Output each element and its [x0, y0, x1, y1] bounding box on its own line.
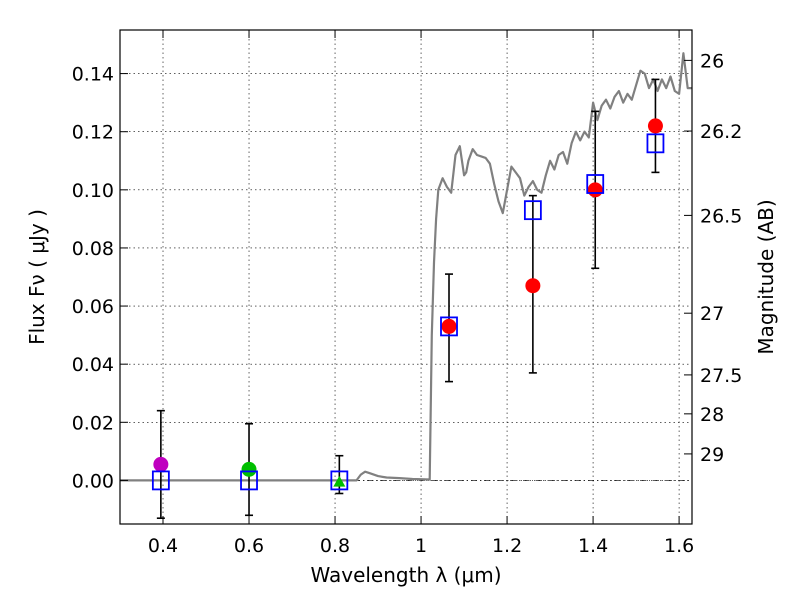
markers-layer: [151, 118, 665, 491]
plot-frame: [119, 29, 693, 525]
grid-lines: [120, 30, 692, 524]
x-tick-label: 0.6: [234, 535, 264, 557]
data-point-circle: [441, 318, 457, 334]
magnitude-tick-label: 27: [700, 303, 724, 325]
data-point-circle: [647, 118, 663, 134]
data-point-circle: [153, 456, 169, 472]
y-tick-label: 0.14: [72, 64, 114, 86]
x-tick-label: 1.2: [492, 535, 522, 557]
y-tick-label: 0.04: [72, 354, 114, 376]
y-tick-labels: 0.00 0.02 0.04 0.06 0.08 0.10 0.12 0.14: [72, 64, 114, 493]
x-tick-label: 0.4: [148, 535, 178, 557]
y-axis-title: Flux Fν ( μJy ): [25, 209, 49, 345]
magnitude-tick-label: 27.5: [700, 365, 742, 387]
magnitude-tick-label: 26.2: [700, 121, 742, 143]
tick-marks: [120, 30, 692, 524]
x-tick-label: 1.6: [664, 535, 694, 557]
model-spectrum-line: [120, 52, 692, 482]
data-point-circle: [525, 278, 541, 294]
model-point-square: [586, 174, 605, 194]
y-tick-label: 0.10: [72, 180, 114, 202]
y-tick-label: 0.02: [72, 412, 114, 434]
data-point-circle: [587, 182, 603, 198]
data-point-circle: [241, 461, 257, 477]
y-tick-label: 0.12: [72, 122, 114, 144]
model-point-square: [440, 316, 458, 337]
x-tick-label: 1.4: [578, 535, 608, 557]
y-tick-label: 0.00: [72, 470, 114, 492]
model-point-square: [151, 470, 170, 491]
x-tick-label: 0.8: [320, 535, 350, 557]
magnitude-tick-label: 29: [700, 444, 724, 466]
x-axis-title: Wavelength λ (μm): [310, 563, 501, 587]
model-point-square: [330, 470, 349, 491]
y-tick-label: 0.08: [72, 238, 114, 260]
magnitude-tick-label: 28: [700, 404, 724, 426]
magnitude-tick-label: 26: [700, 50, 724, 72]
data-point-triangle: [333, 475, 346, 487]
x-tick-labels: 0.4 0.6 0.8 1 1.2 1.4 1.6: [148, 535, 694, 557]
right-axis-title: Magnitude (AB): [754, 199, 778, 354]
model-point-square: [523, 200, 542, 221]
model-point-square: [240, 470, 258, 491]
y-tick-label: 0.06: [72, 296, 114, 318]
error-bars-layer: [156, 78, 660, 519]
model-spectrum-layer: [120, 52, 692, 482]
magnitude-tick-label: 26.5: [700, 205, 742, 227]
x-tick-label: 1: [415, 535, 427, 557]
model-point-square: [646, 133, 665, 154]
magnitude-tick-labels: 26 26.2 26.5 27 27.5 28 29: [700, 50, 742, 466]
